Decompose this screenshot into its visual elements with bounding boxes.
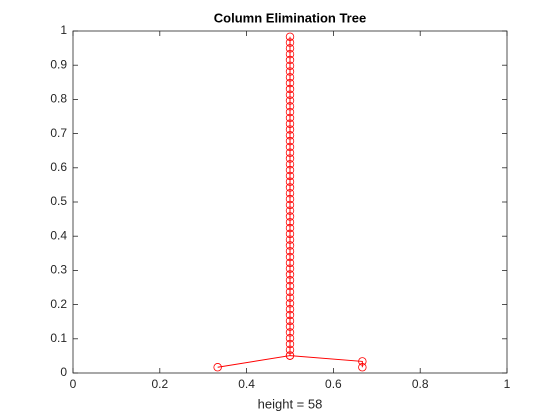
y-tick-label: 0.4 [50, 228, 67, 242]
x-tick-label: 0.4 [238, 377, 255, 391]
tree-node [285, 316, 295, 326]
x-axis-label: height = 58 [258, 396, 323, 411]
y-tick-label: 0.3 [50, 263, 67, 277]
x-tick-label: 0.2 [151, 377, 168, 391]
tree-node [285, 345, 295, 355]
tree-node [213, 363, 222, 372]
tree-node [358, 363, 367, 372]
tree-node [285, 96, 295, 105]
y-tick-label: 0.2 [50, 297, 67, 311]
tree-node [285, 142, 295, 152]
y-tick-label: 0.6 [50, 160, 67, 174]
tree-node [285, 148, 295, 157]
tree-node [285, 194, 295, 204]
y-tick-label: 0.7 [50, 126, 67, 140]
tree-node [285, 247, 295, 256]
y-tick-label: 0.1 [50, 331, 67, 345]
tree-node [285, 305, 295, 314]
y-tick-label: 0 [60, 365, 67, 379]
tree-node [285, 229, 295, 239]
tree-node [285, 154, 295, 163]
y-tick-label: 0.9 [50, 57, 67, 71]
tree-node [285, 38, 295, 47]
tree-node [285, 171, 295, 181]
tree-node [285, 235, 295, 244]
tree-node [285, 322, 295, 331]
tree-node [285, 276, 295, 285]
tree-node [285, 293, 295, 302]
tree-node [285, 61, 295, 70]
y-tick-label: 0.8 [50, 92, 67, 106]
tree-node [285, 310, 295, 320]
tree-node [285, 84, 295, 94]
tree-node [285, 125, 295, 134]
tree-node [285, 339, 295, 349]
tree-node [285, 165, 295, 175]
tree-node [358, 357, 367, 366]
tree-node [285, 177, 295, 186]
y-tick-label: 1 [60, 23, 67, 37]
tree-node [285, 44, 295, 53]
tree-node [285, 218, 295, 227]
x-tick-label: 1 [504, 377, 511, 391]
tree-node [285, 73, 295, 82]
x-tick-label: 0.6 [325, 377, 342, 391]
tree-node [285, 351, 295, 360]
x-tick-label: 0 [70, 377, 77, 391]
tree-node [285, 334, 295, 343]
tree-node [285, 107, 295, 117]
y-tick-label: 0.5 [50, 194, 67, 208]
tree-node [285, 113, 295, 123]
x-tick-label: 0.8 [412, 377, 429, 391]
tree-node [285, 252, 295, 262]
tree-node [285, 49, 295, 59]
tree-node [285, 270, 295, 279]
chart-title: Column Elimination Tree [214, 10, 366, 25]
tree-node [285, 206, 295, 215]
tree-node [285, 212, 295, 221]
tree-node [285, 258, 295, 268]
tree-node [285, 160, 295, 169]
tree-node [285, 131, 295, 140]
tree-node [285, 281, 295, 291]
tree-node [285, 119, 295, 128]
tree-node [285, 32, 295, 41]
tree-node [285, 264, 295, 273]
tree-node [285, 299, 295, 308]
tree-node [285, 183, 295, 192]
tree-node [285, 241, 295, 250]
tree-node [285, 55, 295, 65]
tree-node [285, 78, 295, 88]
tree-node [285, 136, 295, 146]
tree-node [285, 328, 295, 337]
tree-node [285, 223, 295, 233]
tree-node [285, 90, 295, 99]
tree-node [285, 200, 295, 210]
tree-node [285, 67, 295, 76]
tree-node [285, 287, 295, 297]
tree-node [285, 102, 295, 111]
tree-node [285, 189, 295, 198]
